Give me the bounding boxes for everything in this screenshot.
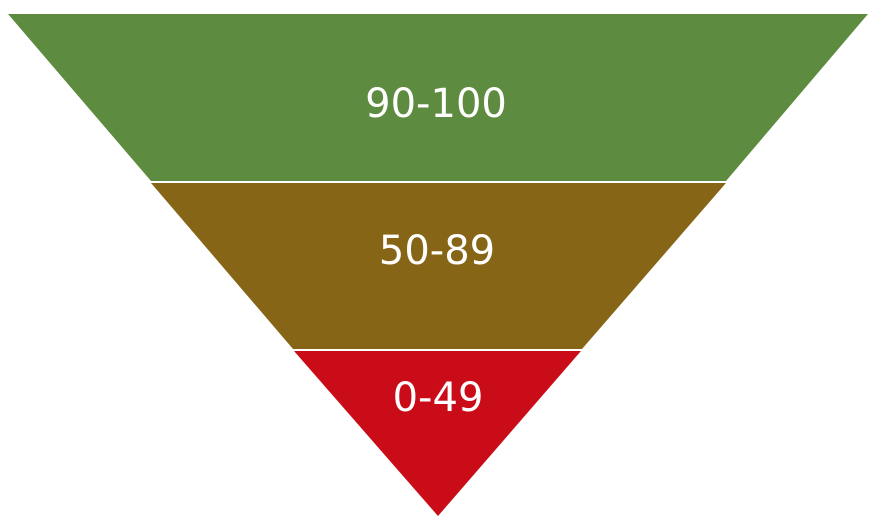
tier-shape-0-49	[294, 351, 581, 516]
tier-shape-50-89	[151, 183, 726, 349]
tier-label-0-49: 0-49	[393, 375, 484, 421]
tier-label-50-89: 50-89	[379, 228, 495, 274]
tier-shape-90-100	[8, 14, 868, 181]
tier-label-90-100: 90-100	[365, 81, 507, 127]
